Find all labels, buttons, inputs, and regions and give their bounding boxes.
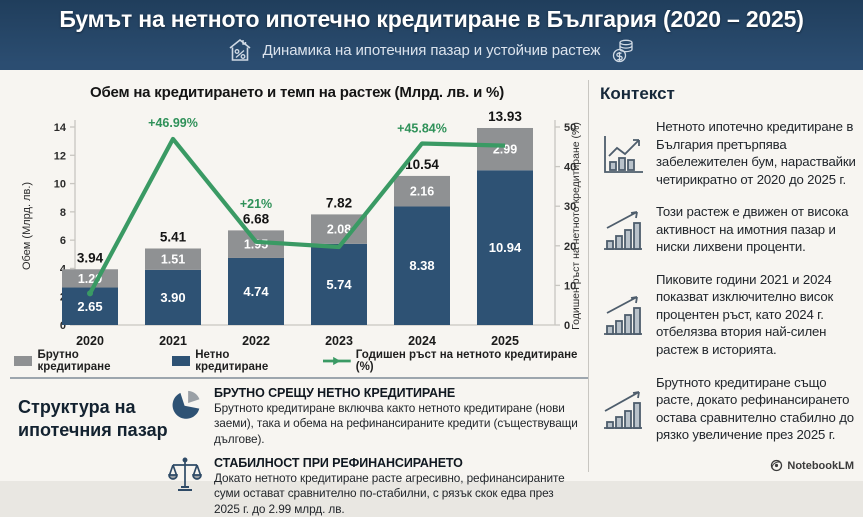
svg-text:3.94: 3.94 xyxy=(77,250,104,265)
svg-text:2023: 2023 xyxy=(325,334,353,348)
svg-text:20: 20 xyxy=(564,241,576,253)
credit-volume-chart: 0246810121401020304050Обем (Млрд. лв.)Го… xyxy=(21,109,582,348)
svg-text:2025: 2025 xyxy=(491,334,519,348)
legend-entry-net: Нетно кредитиране xyxy=(171,349,297,373)
svg-text:3.90: 3.90 xyxy=(160,290,185,305)
svg-text:40: 40 xyxy=(564,162,576,174)
chart-title: Обем на кредитирането и темп на растеж (… xyxy=(89,84,504,101)
growth-line-swatch-icon xyxy=(323,356,351,366)
notebooklm-logo-icon xyxy=(771,459,783,472)
bar-net-2025 xyxy=(477,170,533,325)
svg-text:30: 30 xyxy=(564,201,576,213)
context-item-drivers: Този растеж е движен от висока активност… xyxy=(600,203,856,256)
svg-text:2021: 2021 xyxy=(159,334,187,348)
bar-gross-2024 xyxy=(394,175,450,207)
context-item-boom: Нетното ипотечно кредитиране в България … xyxy=(600,118,856,188)
svg-text:5.74: 5.74 xyxy=(326,277,352,292)
svg-text:Годишен ръст на нетното кредит: Годишен ръст на нетното кредитиране (%) xyxy=(570,122,582,330)
context-item-text: Брутното кредитиране също расте, докато … xyxy=(656,374,854,443)
growth-line xyxy=(88,136,506,295)
horizontal-divider xyxy=(10,377,588,379)
coins-icon xyxy=(613,39,633,63)
legend-label: Брутно кредитиране xyxy=(37,349,111,373)
svg-text:2.65: 2.65 xyxy=(77,299,102,314)
watermark: NotebookLM xyxy=(770,459,854,472)
svg-text:2.16: 2.16 xyxy=(410,185,434,199)
svg-text:7.82: 7.82 xyxy=(326,195,352,210)
line-chart-growth-icon xyxy=(600,130,646,176)
bar-net-2024 xyxy=(394,206,450,325)
bar-chart-growth-icon xyxy=(600,293,646,337)
svg-text:8.38: 8.38 xyxy=(409,258,434,273)
svg-text:6: 6 xyxy=(60,235,66,247)
svg-text:4.74: 4.74 xyxy=(243,284,269,299)
net-swatch-icon xyxy=(171,356,191,366)
svg-text:2024: 2024 xyxy=(408,334,436,348)
context-item-text: Нетното ипотечно кредитиране в България … xyxy=(656,119,856,187)
structure-item-refinancing-stability: СТАБИЛНОСТ ПРИ РЕФИНАНСИРАНЕТО Докато не… xyxy=(168,456,582,517)
structure-items: БРУТНО СРЕЩУ НЕТНО КРЕДИТИРАНЕ Брутното … xyxy=(168,386,582,517)
context-item-text: Пиковите години 2021 и 2024 показват изк… xyxy=(656,271,834,358)
svg-text:10: 10 xyxy=(54,179,66,191)
structure-item-text: Докато нетното кредитиране расте агресив… xyxy=(214,470,565,516)
svg-text:12: 12 xyxy=(54,150,66,162)
bar-net-2023 xyxy=(311,243,367,325)
house-percent-icon xyxy=(229,39,251,61)
gross-swatch-icon xyxy=(14,356,33,366)
svg-text:2.08: 2.08 xyxy=(327,223,351,237)
structure-item-title: СТАБИЛНОСТ ПРИ РЕФИНАНСИРАНЕТО xyxy=(214,455,463,470)
context-item-text: Този растеж е движен от висока активност… xyxy=(656,204,849,255)
page-title: Бумът на нетното ипотечно кредитиране в … xyxy=(59,5,804,32)
svg-text:2022: 2022 xyxy=(242,334,270,348)
svg-text:0: 0 xyxy=(60,320,66,332)
svg-text:Обем (Млрд. лв.): Обем (Млрд. лв.) xyxy=(21,182,33,270)
svg-text:10.94: 10.94 xyxy=(489,240,522,255)
svg-text:0: 0 xyxy=(564,320,570,332)
bar-net-2021 xyxy=(145,269,201,325)
balance-scale-icon xyxy=(168,456,202,494)
svg-text:6.68: 6.68 xyxy=(243,211,270,226)
pie-chart-icon xyxy=(168,386,202,424)
structure-item-text: Брутното кредитиране включва както нетно… xyxy=(214,401,578,446)
context-item-gross-growth: Брутното кредитиране също расте, докато … xyxy=(600,374,856,444)
chart-legend: Брутно кредитиране Нетно кредитиране Год… xyxy=(14,349,580,373)
page-subtitle: Динамика на ипотечния пазар и устойчив р… xyxy=(262,41,601,59)
svg-text:5.41: 5.41 xyxy=(160,229,187,244)
svg-text:8: 8 xyxy=(60,207,66,219)
subtitle-row: Динамика на ипотечния пазар и устойчив р… xyxy=(227,37,637,63)
watermark-label: NotebookLM xyxy=(787,459,854,472)
bar-gross-2021 xyxy=(145,248,201,270)
bar-gross-2020 xyxy=(62,269,118,288)
context-sidebar: Контекст Нетното ипотечно кредитиране в … xyxy=(600,84,856,459)
header-banner: Бумът на нетното ипотечно кредитиране в … xyxy=(0,0,863,70)
context-item-peak-years: Пиковите години 2021 и 2024 показват изк… xyxy=(600,271,856,359)
context-heading: Контекст xyxy=(600,84,675,103)
legend-entry-gross: Брутно кредитиране xyxy=(14,349,146,373)
svg-text:1.51: 1.51 xyxy=(161,253,185,267)
structure-heading: Структура на ипотечния пазар xyxy=(18,397,168,441)
bar-gross-2023 xyxy=(311,214,367,244)
svg-text:50: 50 xyxy=(564,122,576,134)
bar-chart-growth-icon xyxy=(600,208,646,252)
bar-net-2022 xyxy=(228,257,284,325)
structure-item-title: БРУТНО СРЕЩУ НЕТНО КРЕДИТИРАНЕ xyxy=(214,386,456,400)
svg-text:10.54: 10.54 xyxy=(405,157,439,172)
legend-label: Нетно кредитиране xyxy=(195,349,269,373)
svg-text:10: 10 xyxy=(564,280,576,292)
svg-text:13.93: 13.93 xyxy=(488,109,522,124)
svg-text:+46.99%: +46.99% xyxy=(148,116,198,130)
svg-text:+45.84%: +45.84% xyxy=(397,121,447,135)
svg-text:2020: 2020 xyxy=(76,334,104,348)
bar-chart-growth-icon xyxy=(600,387,646,431)
structure-item-gross-vs-net: БРУТНО СРЕЩУ НЕТНО КРЕДИТИРАНЕ Брутното … xyxy=(168,386,582,447)
svg-text:14: 14 xyxy=(54,122,67,134)
bar-gross-2025 xyxy=(477,127,533,171)
svg-text:+21%: +21% xyxy=(240,197,272,211)
legend-label: Годишен ръст на нетното кредитиране (%) xyxy=(355,349,578,373)
vertical-divider xyxy=(588,80,589,472)
legend-entry-growth: Годишен ръст на нетното кредитиране (%) xyxy=(323,349,580,373)
